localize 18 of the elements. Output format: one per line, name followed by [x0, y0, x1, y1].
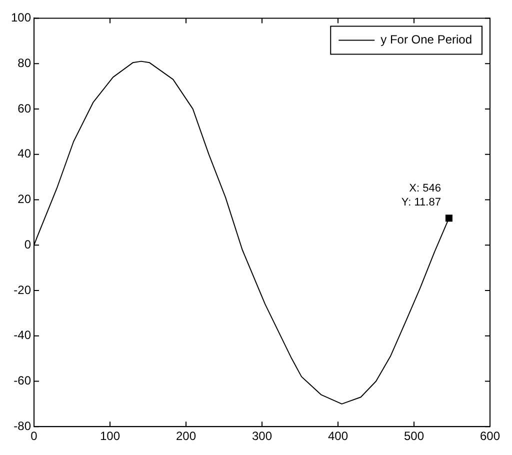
y-tick-label: -60: [14, 374, 32, 388]
x-tick-label: 500: [404, 429, 424, 444]
y-tick-label: 40: [18, 146, 32, 161]
legend-label: y For One Period: [380, 32, 472, 47]
x-tick-label: 200: [176, 429, 196, 444]
y-tick-label: -20: [14, 282, 32, 297]
x-tick-label: 600: [480, 429, 500, 444]
y-tick-label: -80: [14, 418, 32, 433]
y-tick-label: 0: [24, 237, 32, 252]
y-tick-label: 20: [18, 192, 32, 206]
x-tick-label: 400: [328, 429, 348, 444]
y-tick-label: 100: [10, 10, 32, 25]
annotation: X: 546 Y: 11.87: [401, 182, 441, 209]
x-tick-label: 300: [252, 429, 272, 444]
y-tick-label: 80: [18, 56, 32, 70]
x-tick-label: 100: [100, 429, 120, 444]
y-tick-label: -40: [14, 328, 32, 342]
y-tick-label: 60: [18, 101, 32, 116]
